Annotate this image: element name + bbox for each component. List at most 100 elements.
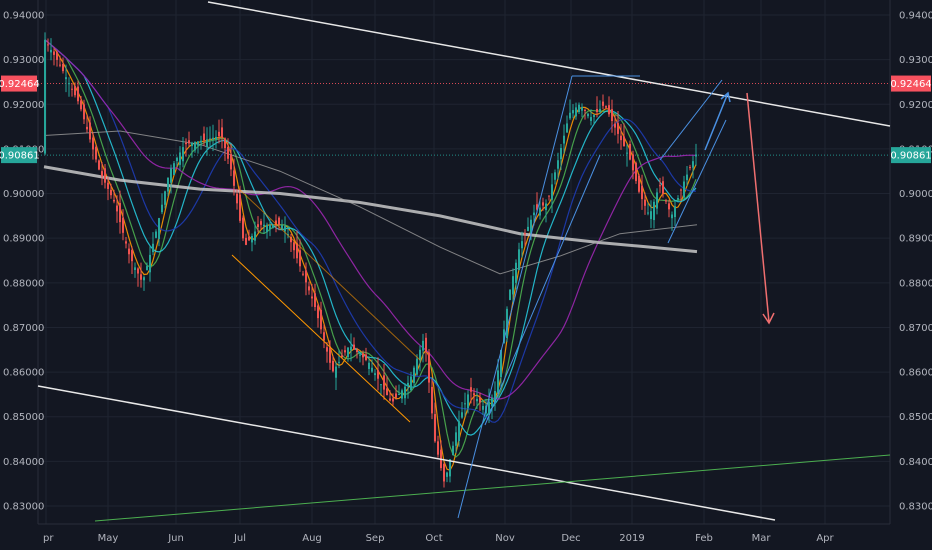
candle-body (695, 154, 697, 157)
candle-body (131, 250, 133, 262)
candle-body (164, 191, 166, 205)
candle-body (473, 393, 475, 396)
candle-body (269, 224, 271, 230)
plot-area (38, 0, 890, 524)
candle-body (554, 172, 556, 180)
candle-body (578, 104, 580, 112)
candle-body (197, 141, 199, 146)
candle-body (563, 135, 565, 144)
candle-body (311, 296, 313, 299)
candle-body (248, 236, 250, 241)
candle-body (383, 375, 385, 390)
candle-body (320, 309, 322, 330)
y-tick-label-left: 0.89000 (3, 234, 44, 245)
candle-body (458, 421, 460, 441)
candle-body (434, 414, 436, 442)
candle-body (185, 142, 187, 145)
projection-down-arrowhead (762, 312, 775, 325)
candle-body (521, 241, 523, 249)
candle-body (632, 154, 634, 171)
candle-body (332, 360, 334, 372)
candle-body (497, 370, 499, 393)
candle-body (461, 412, 463, 418)
candle-body (692, 161, 694, 168)
x-tick-label: May (98, 533, 119, 544)
candle-body (530, 219, 532, 234)
candle-body (599, 108, 601, 112)
candle-body (89, 122, 91, 140)
candle-body (110, 189, 112, 196)
candle-body (506, 308, 508, 338)
candle-body (437, 441, 439, 455)
price-badge-right-text: 0.90861 (890, 151, 931, 162)
candle-body (398, 394, 400, 396)
candle-body (464, 403, 466, 405)
candle-body (395, 393, 397, 398)
candle-body (467, 394, 469, 409)
candle-body (290, 236, 292, 243)
candle-body (443, 463, 445, 482)
candle-body (617, 123, 619, 134)
rising-support-trendline (94, 454, 891, 522)
secondary-average (43, 130, 698, 275)
x-tick-label: Nov (495, 533, 515, 544)
candle-body (200, 140, 202, 143)
candle-body (59, 64, 61, 66)
candle-body (179, 152, 181, 165)
candle-body (446, 472, 448, 477)
candle-body (344, 350, 346, 353)
candle-body (263, 224, 265, 227)
candle-body (425, 337, 427, 352)
candle-body (122, 217, 124, 233)
candle-body (149, 254, 151, 273)
candle-body (257, 224, 259, 228)
candle-body (254, 231, 256, 241)
candle-body (137, 268, 139, 274)
candle-body (341, 355, 343, 358)
candle-body (593, 115, 595, 117)
candle-body (71, 88, 73, 90)
candle-body (224, 138, 226, 149)
candle-body (278, 217, 280, 225)
candle-body (449, 459, 451, 477)
candle-body (626, 152, 628, 154)
candle-body (650, 211, 652, 220)
candle-body (635, 162, 637, 182)
candle-body (53, 51, 55, 55)
candle-body (533, 212, 535, 216)
price-badge-right-text: 0.92464 (890, 79, 931, 90)
candle-body (479, 397, 481, 403)
candle-body (101, 171, 103, 177)
candle-body (503, 329, 505, 344)
candle-body (68, 83, 70, 85)
candle-body (515, 262, 517, 283)
candle-body (584, 109, 586, 111)
candle-body (470, 387, 472, 392)
candle-body (77, 86, 79, 102)
candle-body (509, 289, 511, 300)
candle-body (491, 397, 493, 407)
candle-body (518, 249, 520, 271)
candle-body (455, 432, 457, 446)
candle-body (581, 107, 583, 111)
candle-body (161, 204, 163, 213)
x-tick-label: pr (43, 533, 54, 544)
candle-body (113, 199, 115, 202)
candle-body (242, 217, 244, 239)
candle-body (275, 220, 277, 225)
y-tick-label-right: 0.83000 (899, 502, 932, 513)
candle-body (98, 160, 100, 170)
candle-body (116, 205, 118, 212)
candle-body (377, 370, 379, 379)
candle-body (188, 140, 190, 144)
candle-body (302, 273, 304, 275)
candle-body (683, 181, 685, 198)
candle-body (83, 104, 85, 120)
candle-body (74, 86, 76, 96)
candle-body (653, 201, 655, 221)
candle-body (674, 206, 676, 218)
candle-body (305, 270, 307, 283)
candle-body (404, 386, 406, 399)
